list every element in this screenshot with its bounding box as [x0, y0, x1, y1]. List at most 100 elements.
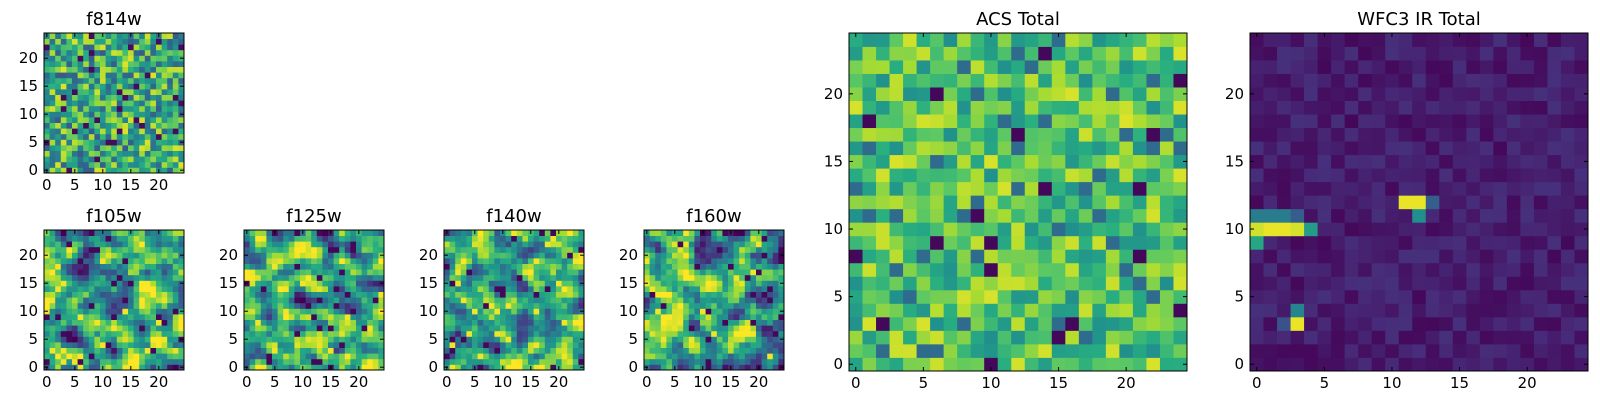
heatmap-cell	[694, 291, 701, 298]
heatmap-cell	[122, 128, 129, 135]
heatmap-cell	[477, 330, 484, 337]
heatmap-cell	[494, 246, 501, 253]
heatmap-cell	[88, 161, 95, 168]
heatmap-cell	[916, 195, 931, 210]
heatmap-cell	[500, 347, 506, 354]
heatmap-cell	[1533, 73, 1548, 88]
heatmap-cell	[1011, 249, 1026, 264]
heatmap-cell	[1105, 235, 1120, 250]
heatmap-cell	[133, 72, 140, 79]
heatmap-cell	[744, 280, 751, 287]
heatmap-cell	[133, 241, 140, 248]
heatmap-cell	[494, 241, 501, 248]
heatmap-cell	[55, 55, 62, 62]
heatmap-cell	[488, 235, 495, 242]
heatmap-cell	[1439, 181, 1454, 196]
heatmap-cell	[111, 302, 118, 309]
heatmap-cell	[767, 241, 774, 248]
heatmap-cell	[772, 353, 779, 360]
heatmap-cell	[739, 269, 746, 276]
heatmap-cell	[677, 269, 684, 276]
heatmap-cell	[1132, 289, 1147, 304]
heatmap-cell	[767, 286, 774, 292]
heatmap-cell	[55, 77, 62, 84]
heatmap-cell	[272, 269, 278, 276]
heatmap-cell	[1560, 262, 1575, 277]
heatmap-cell	[350, 319, 357, 326]
heatmap-cell	[311, 319, 318, 326]
heatmap-cell	[1466, 276, 1481, 291]
heatmap-cell	[361, 274, 368, 281]
heatmap-cell	[105, 128, 112, 135]
heatmap-cell	[172, 280, 179, 287]
heatmap-cell	[94, 145, 101, 151]
heatmap-cell	[1304, 276, 1318, 291]
heatmap-cell	[277, 353, 284, 360]
heatmap-cell	[72, 77, 78, 84]
heatmap-cell	[1385, 73, 1400, 88]
heatmap-cell	[44, 358, 50, 365]
heatmap-cell	[483, 342, 490, 348]
heatmap-cell	[66, 72, 73, 79]
heatmap-cell	[88, 286, 95, 292]
heatmap-cell	[528, 347, 534, 354]
heatmap-cell	[711, 235, 718, 242]
heatmap-cell	[903, 60, 917, 74]
heatmap-cell	[1038, 154, 1053, 169]
heatmap-cell	[66, 111, 73, 118]
heatmap-cell	[472, 235, 478, 242]
heatmap-cell	[55, 274, 62, 281]
heatmap-cell	[733, 280, 740, 287]
heatmap-cell	[1506, 168, 1521, 183]
heatmap-cell	[122, 89, 129, 95]
heatmap-cell	[744, 252, 751, 259]
heatmap-cell	[66, 83, 73, 90]
heatmap-cell	[55, 314, 62, 320]
heatmap-cell	[1304, 343, 1318, 358]
heatmap-cell	[161, 122, 168, 129]
heatmap-cell	[556, 286, 562, 292]
heatmap-cell	[1250, 235, 1264, 250]
heatmap-cell	[161, 66, 168, 73]
heatmap-cell	[1105, 87, 1120, 101]
heatmap-cell	[488, 358, 495, 365]
heatmap-cell	[1078, 114, 1093, 129]
heatmap-cell	[544, 252, 551, 259]
heatmap-cell	[1065, 235, 1080, 250]
heatmap-cell	[1371, 168, 1386, 183]
heatmap-cell	[1051, 195, 1066, 210]
heatmap-cell	[178, 33, 185, 39]
heatmap-cell	[1119, 73, 1134, 88]
heatmap-cell	[66, 347, 73, 354]
heatmap-cell	[255, 230, 262, 236]
heatmap-cell	[88, 122, 95, 129]
heatmap-cell	[60, 246, 67, 253]
heatmap-cell	[122, 246, 129, 253]
heatmap-cell	[477, 353, 484, 360]
heatmap-cell	[984, 222, 999, 237]
y-tick-label: 5	[833, 288, 843, 306]
heatmap-cell	[1119, 195, 1134, 210]
heatmap-cell	[449, 241, 456, 248]
heatmap-cell	[367, 280, 374, 287]
heatmap-cell	[1398, 33, 1413, 47]
heatmap-cell	[272, 353, 278, 360]
heatmap-cell	[970, 249, 985, 264]
heatmap-cell	[1173, 100, 1188, 115]
heatmap-cell	[455, 269, 462, 276]
heatmap-cell	[1250, 181, 1264, 196]
panel-title: f140w	[486, 206, 541, 227]
heatmap-cell	[1263, 141, 1278, 156]
heatmap-cell	[316, 342, 323, 348]
heatmap-cell	[472, 258, 478, 264]
heatmap-cell	[339, 291, 346, 298]
heatmap-cell	[72, 72, 78, 79]
heatmap-cell	[1574, 181, 1589, 196]
heatmap-cell	[1038, 357, 1053, 372]
heatmap-cell	[77, 347, 84, 354]
heatmap-cell	[1452, 357, 1467, 372]
heatmap-cell	[167, 139, 174, 146]
heatmap-cell	[649, 297, 656, 304]
heatmap-cell	[116, 150, 123, 157]
